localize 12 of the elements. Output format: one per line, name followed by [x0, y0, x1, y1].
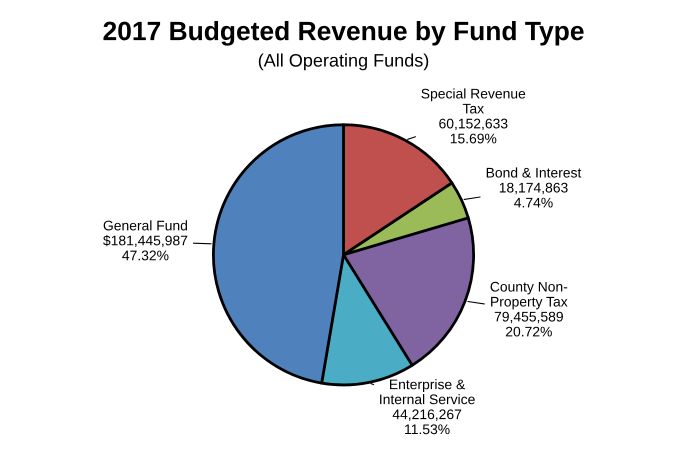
slice-label: Special Revenue Tax: [421, 88, 526, 114]
slice-label: Bond & Interest: [486, 167, 582, 178]
data-label: 44,216,267 11.53%: [392, 409, 462, 434]
data-label: $181,445,987 47.32%: [103, 235, 188, 260]
slice-label: General Fund: [104, 220, 187, 230]
slice-label: County Non- Property Tax: [490, 282, 568, 310]
data-label: 79,455,589 20.72%: [494, 312, 563, 337]
data-label: 18,174,863 4.74%: [500, 182, 568, 208]
chart-title: 2017 Budgeted Revenue by Fund Type: [103, 20, 584, 46]
slice-label: Enterprise & Internal Service: [380, 379, 475, 404]
data-label: 60,152,633 15.69%: [439, 118, 508, 144]
chart-subtitle: (All Operating Funds): [258, 53, 428, 70]
